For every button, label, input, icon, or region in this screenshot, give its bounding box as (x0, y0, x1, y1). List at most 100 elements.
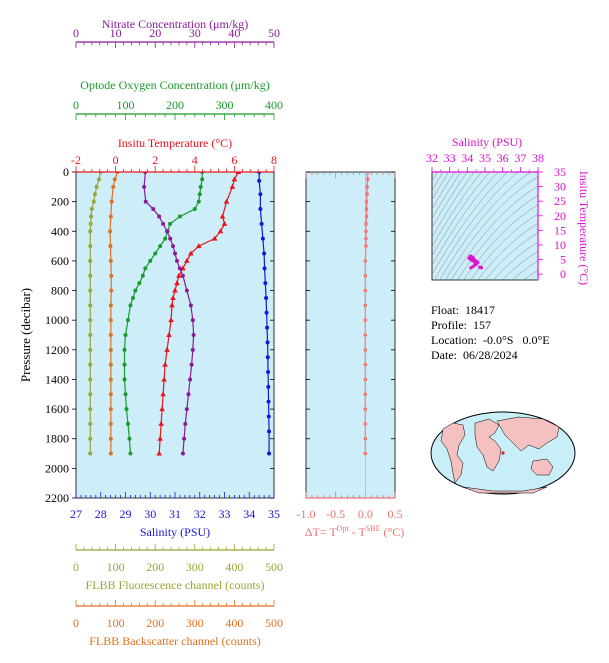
backscatter-point (111, 184, 116, 189)
delta-t-tick-label: 0.0 (358, 507, 373, 521)
oxygen-point (140, 273, 145, 278)
salinity-point (267, 451, 272, 456)
salinity-point (263, 281, 268, 286)
nitrate-point (171, 244, 176, 249)
ts-isopycnal (463, 204, 538, 280)
fluorescence-tick-label: 400 (225, 560, 243, 574)
ts-point (470, 255, 474, 259)
date-info: Date: 06/28/2024 (431, 348, 518, 363)
delta-t-axis-label-part: (°C) (380, 525, 404, 539)
fluorescence-point (88, 258, 93, 263)
salinity-point (258, 207, 263, 212)
location-info: Location: -0.0°S 0.0°E (431, 333, 550, 348)
oxygen-point (197, 192, 202, 197)
oxygen-point (200, 177, 205, 182)
salinity-tick-label: 30 (144, 507, 156, 521)
oxygen-point (128, 451, 133, 456)
location-value: -0.0°S 0.0°E (482, 333, 550, 347)
ts-isopycnal (432, 172, 499, 266)
float-info: Float: 18417 (431, 303, 495, 318)
temperature-tick-label: 2 (152, 153, 158, 167)
profile-label: Profile: (431, 318, 467, 332)
fluorescence-axis-label: FLBB Fluorescence channel (counts) (86, 578, 265, 592)
nitrate-point (142, 184, 147, 189)
ts-salinity-tick-label: 36 (497, 151, 509, 165)
oxygen-point (125, 318, 130, 323)
oxygen-point (123, 392, 128, 397)
world-map (430, 411, 576, 495)
fluorescence-point (88, 244, 93, 249)
date-label: Date: (431, 348, 457, 362)
ts-salinity-axis-label: Salinity (PSU) (452, 135, 522, 149)
salinity-point (266, 399, 271, 404)
backscatter-point (108, 407, 113, 412)
fluorescence-point (88, 303, 93, 308)
temperature-point (164, 346, 170, 352)
oxygen-point (163, 236, 168, 241)
oxygen-point (192, 207, 197, 212)
nitrate-point (186, 392, 191, 397)
salinity-tick-label: 34 (243, 507, 255, 521)
float-id: 18417 (465, 303, 496, 317)
oxygen-point (122, 362, 127, 367)
pressure-tick-label: 2200 (45, 491, 69, 505)
ts-temperature-tick-label: 25 (554, 194, 566, 208)
nitrate-point (180, 451, 185, 456)
fluorescence-tick-label: 300 (186, 560, 204, 574)
nitrate-point (190, 347, 195, 352)
oxygen-point (123, 333, 128, 337)
delta-t-tick-label: -0.5 (326, 507, 345, 521)
temperature-point (166, 332, 172, 337)
salinity-point (258, 192, 263, 197)
temperature-point (176, 272, 182, 278)
salinity-point (266, 414, 271, 419)
backscatter-tick-label: 500 (265, 616, 283, 630)
float-position-marker (501, 451, 505, 455)
ts-isopycnal-lines (432, 172, 538, 280)
salinity-series-line (258, 172, 270, 454)
ts-temperature-tick-label: 5 (560, 253, 566, 267)
fluorescence-point (93, 192, 98, 197)
oxygen-point (122, 377, 127, 382)
oxygen-point (125, 421, 130, 426)
temperature-point (169, 302, 175, 308)
backscatter-point (108, 362, 113, 367)
profile-info: Profile: 157 (431, 318, 491, 333)
delta-t-point (365, 177, 370, 182)
ts-temperature-tick-label: 30 (554, 180, 566, 194)
pressure-tick-label: 1600 (45, 402, 69, 416)
salinity-point (264, 295, 269, 300)
oxygen-tick-label: 0 (73, 98, 79, 112)
backscatter-point (108, 303, 113, 308)
ts-temperature-tick-label: 10 (554, 238, 566, 252)
ts-isopycnal (432, 172, 490, 257)
oxygen-point (127, 436, 132, 441)
backscatter-point (109, 199, 114, 204)
nitrate-point (182, 436, 187, 441)
backscatter-point (112, 177, 117, 182)
ts-isopycnal (450, 185, 538, 280)
nitrate-point (173, 251, 177, 256)
fluorescence-point (88, 362, 93, 367)
float-label: Float: (431, 303, 460, 317)
location-label: Location: (431, 333, 477, 347)
map-landmass-asia (496, 416, 560, 452)
delta-t-plot-area (305, 171, 396, 499)
fluorescence-point (89, 214, 94, 219)
nitrate-point (190, 318, 195, 323)
ts-isopycnal (432, 172, 509, 276)
ts-isopycnal (477, 223, 538, 280)
salinity-point (262, 251, 267, 256)
pressure-tick-label: 2000 (45, 461, 69, 475)
oxygen-point (128, 303, 133, 308)
backscatter-tick-label: 0 (73, 616, 79, 630)
salinity-tick-label: 31 (169, 507, 181, 521)
temperature-point (159, 406, 165, 412)
pressure-tick-label: 200 (51, 195, 69, 209)
oxygen-point (177, 214, 182, 219)
ts-temperature-tick-label: 0 (560, 267, 566, 281)
salinity-tick-label: 33 (219, 507, 231, 521)
temperature-tick-label: 4 (192, 153, 198, 167)
oxygen-point (158, 244, 163, 249)
fluorescence-point (88, 273, 93, 278)
